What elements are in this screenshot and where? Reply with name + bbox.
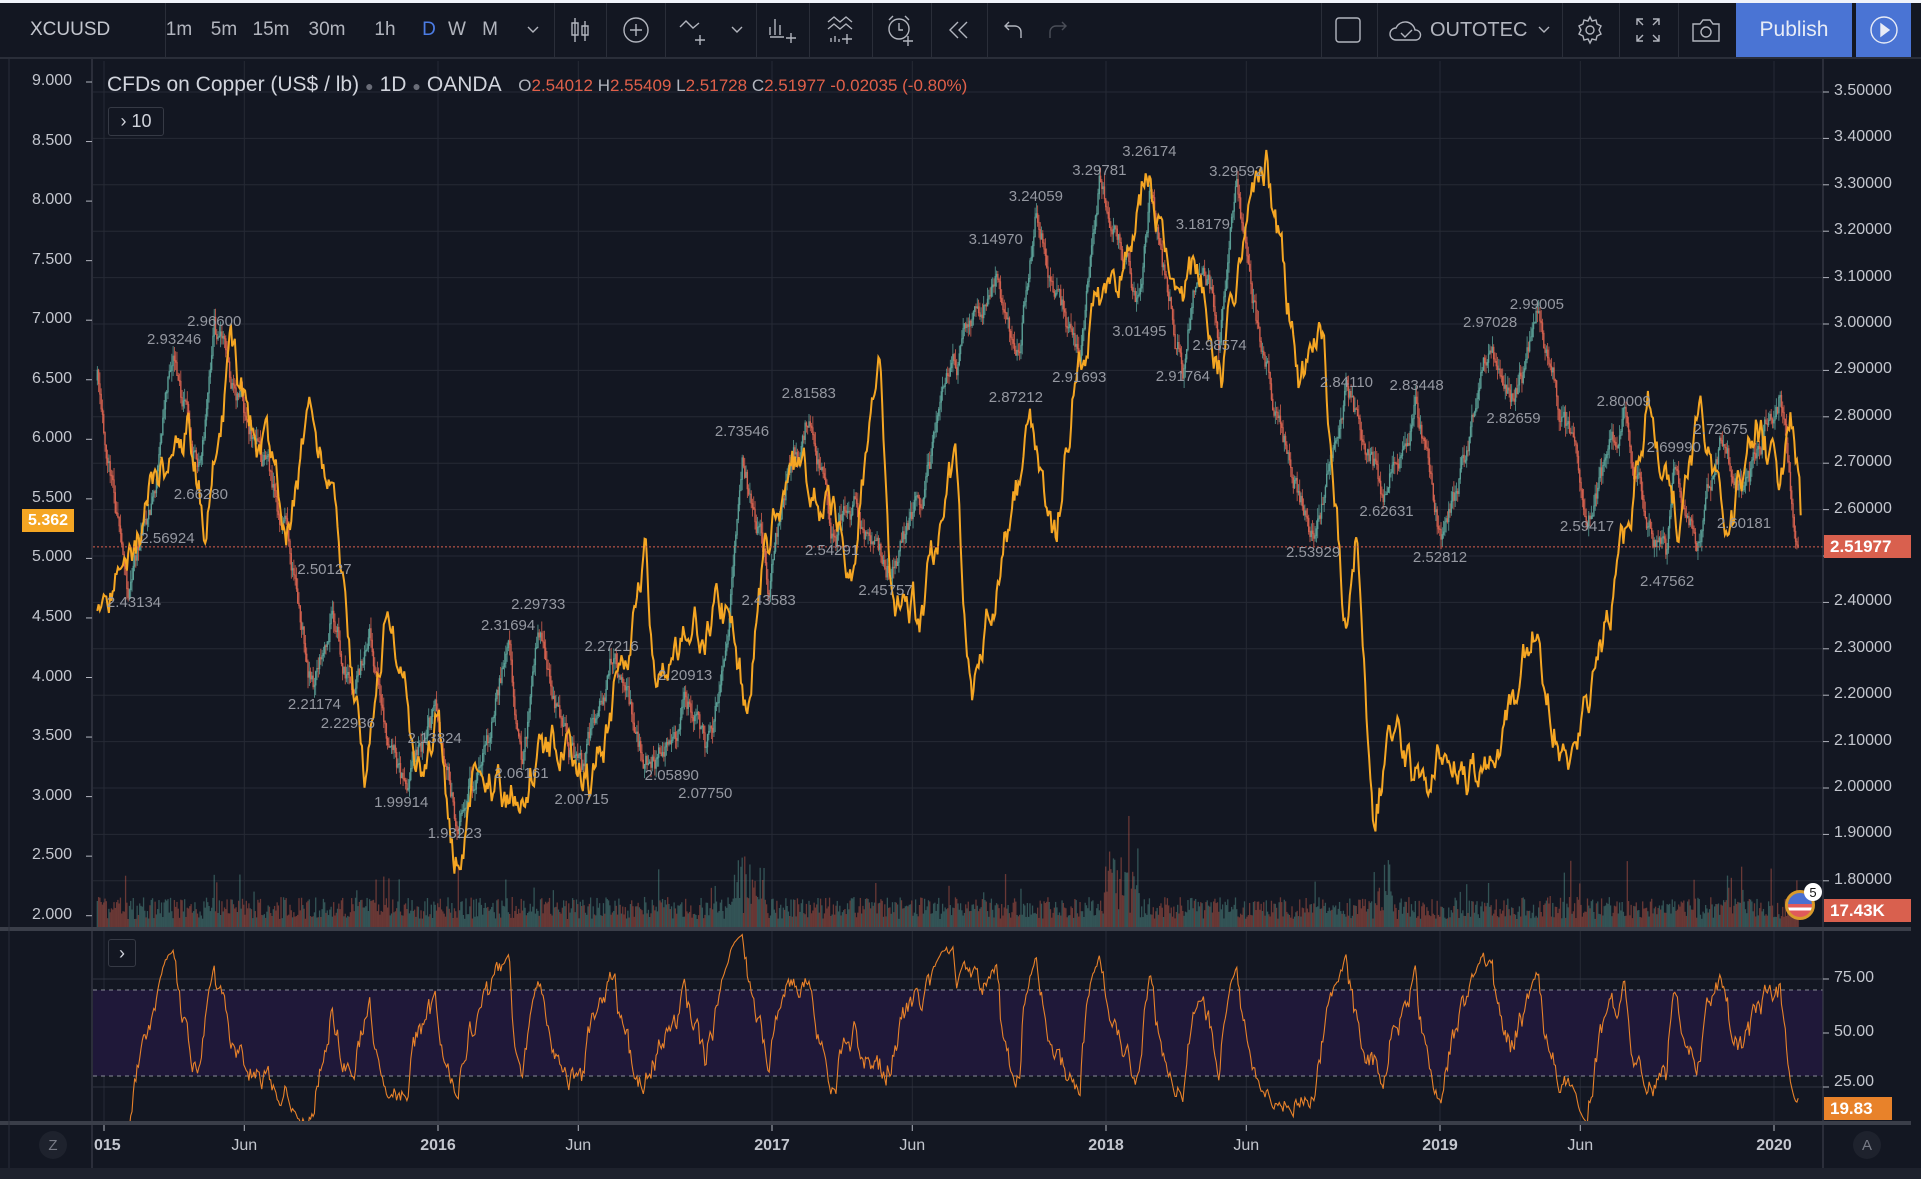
replay-icon[interactable] (946, 3, 972, 57)
toolbar-divider (1619, 3, 1620, 57)
interval-dropdown-chevron-icon[interactable] (524, 3, 542, 57)
candles-icon[interactable] (566, 3, 594, 57)
publish-button[interactable]: Publish (1736, 3, 1852, 57)
account-name-button[interactable]: OUTOTEC (1430, 18, 1528, 41)
symbol-search-button[interactable]: XCUUSD (30, 19, 111, 40)
interval-1h[interactable]: 1h (374, 19, 396, 40)
toolbar-divider (756, 3, 757, 57)
toolbar-divider (606, 3, 607, 57)
compare-icon[interactable] (678, 3, 712, 57)
interval-30m[interactable]: 30m (308, 19, 346, 40)
indicator-templates-icon[interactable] (825, 3, 859, 57)
toolbar-divider (1321, 3, 1322, 57)
toolbar-divider (1678, 3, 1679, 57)
volume-bars (96, 815, 1799, 927)
grid-lines (93, 61, 1823, 1121)
interval-m[interactable]: M (482, 19, 498, 40)
window-top-edge (0, 0, 1921, 3)
toolbar-divider (165, 3, 166, 57)
toolbar-divider (809, 3, 810, 57)
interval-w[interactable]: W (448, 19, 466, 40)
undo-icon[interactable] (1002, 3, 1026, 57)
financials-icon[interactable] (767, 3, 801, 57)
top-toolbar: XCUUSD 1m 5m 15m 30m 1h D W M OUTOTEC Pu… (0, 3, 1921, 59)
account-chevron-icon[interactable] (1537, 3, 1551, 57)
toolbar-divider (987, 3, 988, 57)
interval-1m[interactable]: 1m (165, 19, 193, 40)
redo-icon[interactable] (1045, 3, 1069, 57)
interval-5m[interactable]: 5m (210, 19, 238, 40)
toolbar-divider (665, 3, 666, 57)
toolbar-divider (931, 3, 932, 57)
indicators-plus-icon[interactable] (620, 3, 652, 57)
play-icon[interactable] (1856, 3, 1911, 57)
interval-15m[interactable]: 15m (252, 19, 290, 40)
toolbar-divider (1377, 3, 1378, 57)
toolbar-divider (1562, 3, 1563, 57)
toolbar-divider (872, 3, 873, 57)
toolbar-divider (554, 3, 555, 57)
camera-icon[interactable] (1690, 3, 1722, 57)
cloud-save-icon[interactable] (1388, 3, 1424, 57)
gear-icon[interactable] (1574, 3, 1606, 57)
rsi-band-background (93, 990, 1823, 1076)
layout-square-icon[interactable] (1333, 3, 1363, 57)
fullscreen-icon[interactable] (1634, 3, 1662, 57)
alert-icon[interactable] (884, 3, 918, 57)
candles (96, 165, 1799, 841)
interval-d[interactable]: D (422, 19, 436, 40)
compare-chevron-icon[interactable] (729, 3, 745, 57)
